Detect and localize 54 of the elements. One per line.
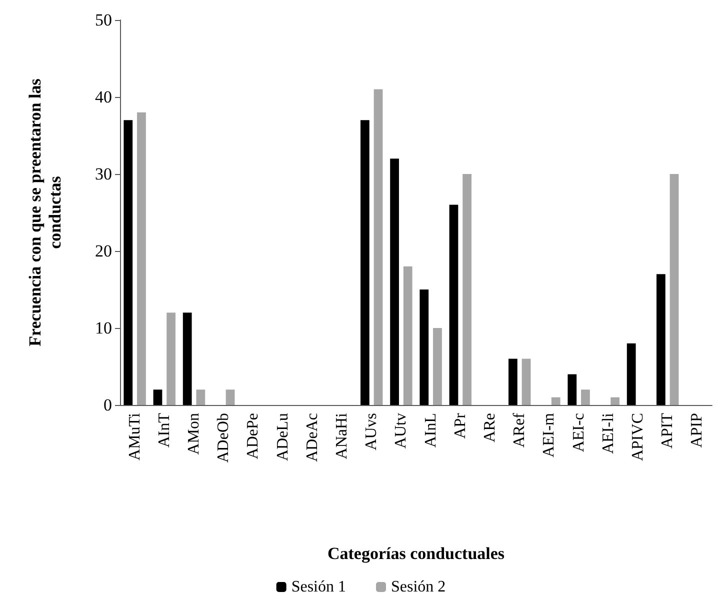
bar <box>360 120 370 405</box>
legend-label: Sesión 2 <box>391 578 446 596</box>
x-axis-title: Categorías conductuales <box>327 544 505 563</box>
x-tick-label: AUvs <box>363 413 380 450</box>
bar <box>656 274 666 405</box>
bar <box>551 397 560 405</box>
x-tick-label: AEI-m <box>540 412 558 458</box>
x-tick-label: ARe <box>482 413 498 442</box>
bar <box>390 158 399 405</box>
x-tick-label: AUtv <box>392 413 410 449</box>
x-tick-label: ADeLu <box>274 413 292 461</box>
x-tick-label: AMuTi <box>126 412 144 460</box>
x-tick-label: ADePe <box>244 413 262 460</box>
bar <box>568 374 577 405</box>
x-tick-label: APr <box>452 412 469 439</box>
bar <box>508 358 518 405</box>
bar <box>522 358 531 405</box>
legend-label: Sesión 1 <box>291 578 346 596</box>
bar <box>670 174 679 405</box>
x-tick-label: ADeAc <box>304 413 321 462</box>
x-tick-label: AMon <box>186 413 202 455</box>
bar <box>137 112 146 405</box>
bar <box>403 266 412 405</box>
x-tick-label: AEI-c <box>570 413 588 452</box>
bar <box>374 89 383 405</box>
y-tick-label: 30 <box>95 164 112 184</box>
x-tick-label: AInL <box>422 413 440 448</box>
bar <box>462 174 472 405</box>
y-tick-label: 10 <box>95 318 112 338</box>
bar <box>124 120 133 405</box>
bar <box>166 312 176 405</box>
bar <box>226 390 235 405</box>
y-tick-label: 0 <box>104 396 112 414</box>
bar <box>449 204 458 405</box>
x-tick-label: AEI-li <box>600 412 617 454</box>
x-tick-label: ANaHi <box>334 412 350 460</box>
y-axis-title: Frecuencia con que se preentaron las conductas <box>26 78 64 346</box>
bar <box>433 328 442 405</box>
x-tick-label: ARef <box>511 412 528 448</box>
y-tick-label: 40 <box>95 88 112 106</box>
bar <box>420 290 429 405</box>
bar <box>610 397 620 405</box>
y-tick-label: 50 <box>95 10 112 30</box>
bar <box>626 343 636 405</box>
x-tick-label: APIT <box>659 412 676 449</box>
bar <box>196 390 206 405</box>
x-tick-label: APIVC <box>630 413 646 462</box>
bar <box>182 312 192 405</box>
x-tick-label: AInT <box>156 412 173 448</box>
bar <box>581 390 590 405</box>
bar <box>153 390 162 405</box>
x-tick-label: ADeOb <box>215 413 232 463</box>
x-tick-label: APIP <box>688 412 706 448</box>
y-tick-label: 20 <box>95 242 112 260</box>
